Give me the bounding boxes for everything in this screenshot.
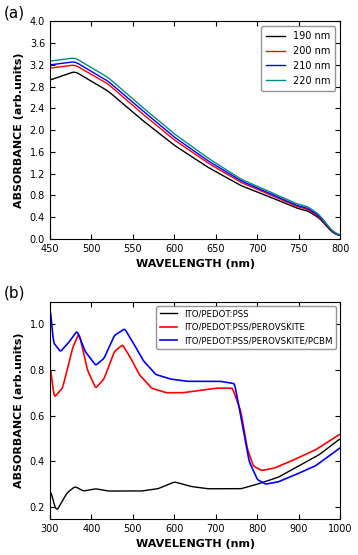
ITO/PEDOT:PSS/PEROVSKITE/PCBM xyxy=(338,445,342,451)
ITO/PEDOT:PSS/PEROVSKITE xyxy=(148,383,152,390)
ITO/PEDOT:PSS/PEROVSKITE xyxy=(118,343,123,350)
210 nm xyxy=(71,59,75,65)
220 nm xyxy=(48,58,52,64)
200 nm xyxy=(338,232,342,239)
220 nm xyxy=(71,55,75,62)
ITO/PEDOT:PSS/PEROVSKITE/PCBM xyxy=(264,481,268,487)
ITO/PEDOT:PSS/PEROVSKITE xyxy=(260,467,264,473)
190 nm xyxy=(123,102,127,109)
Line: 220 nm: 220 nm xyxy=(50,58,340,235)
ITO/PEDOT:PSS xyxy=(55,506,59,512)
200 nm xyxy=(100,77,104,84)
Legend: ITO/PEDOT:PSS, ITO/PEDOT:PSS/PEROVSKITE, ITO/PEDOT:PSS/PEROVSKITE/PCBM: ITO/PEDOT:PSS, ITO/PEDOT:PSS/PEROVSKITE,… xyxy=(156,306,336,349)
190 nm xyxy=(267,193,271,200)
200 nm xyxy=(219,168,224,174)
ITO/PEDOT:PSS/PEROVSKITE/PCBM xyxy=(118,329,122,335)
190 nm xyxy=(72,69,76,75)
ITO/PEDOT:PSS xyxy=(200,485,204,491)
200 nm xyxy=(48,64,52,71)
X-axis label: WAVELENGTH (nm): WAVELENGTH (nm) xyxy=(136,259,255,269)
210 nm xyxy=(267,190,271,196)
Line: ITO/PEDOT:PSS: ITO/PEDOT:PSS xyxy=(50,439,340,509)
Y-axis label: ABSORBANCE (arb.units): ABSORBANCE (arb.units) xyxy=(14,52,24,208)
210 nm xyxy=(123,92,127,99)
210 nm xyxy=(48,62,52,68)
220 nm xyxy=(267,188,271,195)
ITO/PEDOT:PSS xyxy=(148,487,152,493)
ITO/PEDOT:PSS/PEROVSKITE xyxy=(200,387,204,393)
210 nm xyxy=(338,232,342,239)
Text: (a): (a) xyxy=(4,5,25,20)
200 nm xyxy=(71,62,75,69)
ITO/PEDOT:PSS/PEROVSKITE xyxy=(48,366,52,372)
ITO/PEDOT:PSS xyxy=(334,438,338,445)
ITO/PEDOT:PSS xyxy=(182,481,186,488)
190 nm xyxy=(100,84,104,90)
200 nm xyxy=(123,95,127,102)
210 nm xyxy=(219,165,224,172)
Line: 210 nm: 210 nm xyxy=(50,62,340,235)
ITO/PEDOT:PSS xyxy=(284,470,288,477)
220 nm xyxy=(123,89,127,95)
ITO/PEDOT:PSS/PEROVSKITE/PCBM xyxy=(182,377,186,384)
ITO/PEDOT:PSS/PEROVSKITE/PCBM xyxy=(334,447,338,454)
Text: (b): (b) xyxy=(4,285,25,300)
ITO/PEDOT:PSS/PEROVSKITE xyxy=(182,389,186,396)
ITO/PEDOT:PSS/PEROVSKITE xyxy=(334,433,338,440)
Line: ITO/PEDOT:PSS/PEROVSKITE/PCBM: ITO/PEDOT:PSS/PEROVSKITE/PCBM xyxy=(50,311,340,484)
220 nm xyxy=(180,136,184,143)
X-axis label: WAVELENGTH (nm): WAVELENGTH (nm) xyxy=(136,539,255,549)
190 nm xyxy=(219,171,224,178)
190 nm xyxy=(338,232,342,239)
ITO/PEDOT:PSS/PEROVSKITE/PCBM xyxy=(148,365,152,371)
200 nm xyxy=(242,180,246,187)
220 nm xyxy=(219,163,224,170)
ITO/PEDOT:PSS/PEROVSKITE/PCBM xyxy=(200,378,204,385)
220 nm xyxy=(242,177,246,184)
200 nm xyxy=(267,191,271,198)
190 nm xyxy=(48,76,52,83)
ITO/PEDOT:PSS xyxy=(118,488,123,495)
Line: ITO/PEDOT:PSS/PEROVSKITE: ITO/PEDOT:PSS/PEROVSKITE xyxy=(50,335,340,470)
Y-axis label: ABSORBANCE (arb.units): ABSORBANCE (arb.units) xyxy=(14,332,24,488)
190 nm xyxy=(180,147,184,154)
ITO/PEDOT:PSS/PEROVSKITE xyxy=(284,460,288,467)
Line: 190 nm: 190 nm xyxy=(50,72,340,235)
210 nm xyxy=(100,74,104,81)
210 nm xyxy=(242,179,246,185)
ITO/PEDOT:PSS xyxy=(338,436,342,442)
Legend: 190 nm, 200 nm, 210 nm, 220 nm: 190 nm, 200 nm, 210 nm, 220 nm xyxy=(261,26,335,90)
200 nm xyxy=(180,142,184,148)
Line: 200 nm: 200 nm xyxy=(50,65,340,235)
ITO/PEDOT:PSS xyxy=(48,489,52,496)
210 nm xyxy=(180,139,184,146)
ITO/PEDOT:PSS/PEROVSKITE xyxy=(338,431,342,437)
ITO/PEDOT:PSS/PEROVSKITE xyxy=(76,332,81,339)
ITO/PEDOT:PSS/PEROVSKITE/PCBM xyxy=(284,476,288,482)
220 nm xyxy=(100,70,104,77)
ITO/PEDOT:PSS/PEROVSKITE/PCBM xyxy=(48,308,52,315)
220 nm xyxy=(338,231,342,238)
190 nm xyxy=(242,184,246,190)
